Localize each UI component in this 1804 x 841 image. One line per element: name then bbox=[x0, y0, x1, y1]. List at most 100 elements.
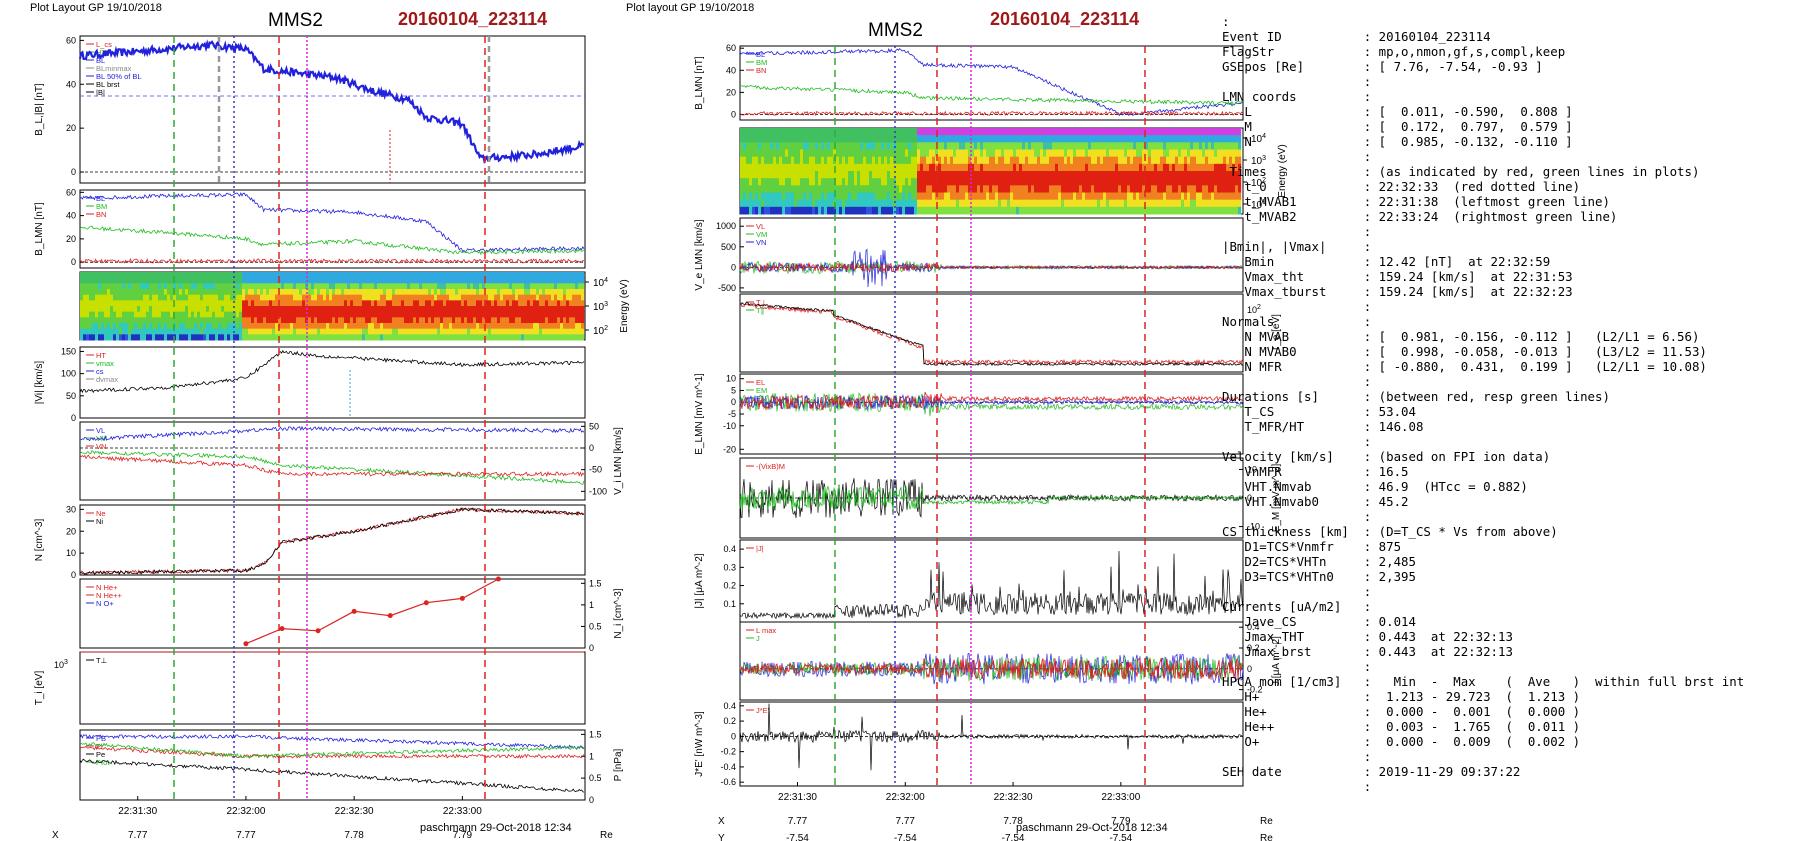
spectrogram-cell bbox=[764, 142, 768, 150]
spectrogram-cell bbox=[809, 178, 813, 186]
spectrogram-cell bbox=[1043, 128, 1047, 136]
spectrogram-cell bbox=[551, 294, 555, 301]
spectrogram-cell bbox=[443, 272, 447, 279]
y-tick-label: 0 bbox=[589, 443, 594, 453]
spectrogram-cell bbox=[386, 277, 390, 284]
spectrogram-cell bbox=[1076, 156, 1080, 165]
spectrogram-cell bbox=[473, 272, 477, 279]
spectrogram-cell bbox=[1238, 128, 1242, 136]
spectrogram-cell bbox=[869, 135, 873, 143]
spectrogram-cell bbox=[155, 294, 159, 301]
spectrogram-cell bbox=[857, 192, 861, 201]
spectrogram-cell bbox=[845, 156, 849, 165]
spectrogram-cell bbox=[761, 192, 765, 201]
spectrogram-cell bbox=[425, 334, 429, 341]
spectrogram-cell bbox=[773, 142, 777, 150]
spectrogram-cell bbox=[1022, 178, 1026, 186]
spectrogram-cell bbox=[1205, 192, 1209, 201]
spectrogram-cell bbox=[152, 289, 156, 296]
spectrogram-cell bbox=[293, 300, 297, 307]
spectrogram-cell bbox=[1088, 128, 1092, 136]
spectrogram-cell bbox=[857, 135, 861, 143]
spectrogram-cell bbox=[875, 178, 879, 186]
spectrogram-cell bbox=[323, 306, 327, 313]
spectrogram-cell bbox=[821, 156, 825, 165]
spectrogram-cell bbox=[572, 283, 576, 290]
spectrogram-cell bbox=[1091, 206, 1095, 215]
spectrogram-cell bbox=[386, 334, 390, 341]
spectrogram-cell bbox=[782, 206, 786, 215]
spectrogram-cell bbox=[800, 178, 804, 186]
spectrogram-cell bbox=[1064, 156, 1068, 165]
summary-line: Times : (as indicated by red, green line… bbox=[1222, 164, 1700, 179]
spectrogram-cell bbox=[1226, 128, 1230, 136]
spectrogram-cell bbox=[257, 328, 261, 335]
spectrogram-cell bbox=[1151, 178, 1155, 186]
spectrogram-cell bbox=[1139, 192, 1143, 201]
spectrogram-cell bbox=[1169, 128, 1173, 136]
spectrogram-cell bbox=[233, 300, 237, 307]
spectrogram-cell bbox=[548, 306, 552, 313]
spectrogram-cell bbox=[515, 283, 519, 290]
y-axis-label: B_LMN [nT] bbox=[34, 202, 45, 256]
spectrogram-cell bbox=[257, 289, 261, 296]
spectrogram-cell bbox=[947, 178, 951, 186]
spectrogram-cell bbox=[983, 192, 987, 201]
spectrogram-cell bbox=[1043, 192, 1047, 201]
spectrogram-cell bbox=[122, 277, 126, 284]
spectrogram-cell bbox=[1154, 142, 1158, 150]
spectrogram-cell bbox=[215, 300, 219, 307]
spectrogram-cell bbox=[1004, 135, 1008, 143]
spectrogram-cell bbox=[113, 289, 117, 296]
spectrogram-cell bbox=[1205, 199, 1209, 208]
spectrogram-cell bbox=[830, 178, 834, 186]
spectrogram-cell bbox=[842, 185, 846, 193]
spectrogram-cell bbox=[1031, 156, 1035, 165]
spectrogram-cell bbox=[356, 317, 360, 324]
spectrogram-cell bbox=[1202, 128, 1206, 136]
summary-line: : bbox=[1222, 374, 1372, 389]
spectrogram-cell bbox=[1145, 128, 1149, 136]
spectrogram-cell bbox=[311, 328, 315, 335]
spectrogram-cell bbox=[164, 306, 168, 313]
spectrogram-cell bbox=[416, 294, 420, 301]
spectrogram-cell bbox=[407, 328, 411, 335]
series-line bbox=[79, 454, 585, 478]
spectrogram-cell bbox=[998, 199, 1002, 208]
spectrogram-cell bbox=[434, 306, 438, 313]
spectrogram-cell bbox=[989, 199, 993, 208]
spectrogram-cell bbox=[884, 149, 888, 158]
spectrogram-cell bbox=[251, 289, 255, 296]
spectrogram-cell bbox=[245, 306, 249, 313]
spectrogram-cell bbox=[434, 289, 438, 296]
spectrogram-cell bbox=[503, 317, 507, 324]
spectrogram-cell bbox=[551, 328, 555, 335]
spectrogram-cell bbox=[746, 135, 750, 143]
spectrogram-cell bbox=[302, 311, 306, 318]
spectrogram-cell bbox=[884, 142, 888, 150]
spectrogram-cell bbox=[560, 306, 564, 313]
spectrogram-cell bbox=[581, 306, 585, 313]
spectrogram-cell bbox=[140, 317, 144, 324]
spectrogram-cell bbox=[1076, 199, 1080, 208]
spectrogram-cell bbox=[506, 300, 510, 307]
spectrogram-cell bbox=[272, 306, 276, 313]
y-axis-label: T_i [eV] bbox=[34, 671, 45, 706]
spectrogram-cell bbox=[1223, 178, 1227, 186]
spectrogram-cell bbox=[1112, 171, 1116, 179]
spectrogram-cell bbox=[425, 311, 429, 318]
spectrogram-cell bbox=[992, 156, 996, 165]
spectrogram-cell bbox=[470, 289, 474, 296]
spectrogram-cell bbox=[764, 192, 768, 201]
spectrogram-cell bbox=[95, 311, 99, 318]
spectrogram-cell bbox=[977, 206, 981, 215]
spectrogram-cell bbox=[194, 272, 198, 279]
spectrogram-cell bbox=[1136, 199, 1140, 208]
spectrogram-cell bbox=[554, 323, 558, 330]
spectrogram-cell bbox=[284, 289, 288, 296]
spectrogram-cell bbox=[1160, 163, 1164, 172]
spectrogram-cell bbox=[209, 311, 213, 318]
spectrogram-cell bbox=[551, 283, 555, 290]
spectrogram-cell bbox=[998, 128, 1002, 136]
ephem-value: 7.79 bbox=[1111, 816, 1131, 827]
